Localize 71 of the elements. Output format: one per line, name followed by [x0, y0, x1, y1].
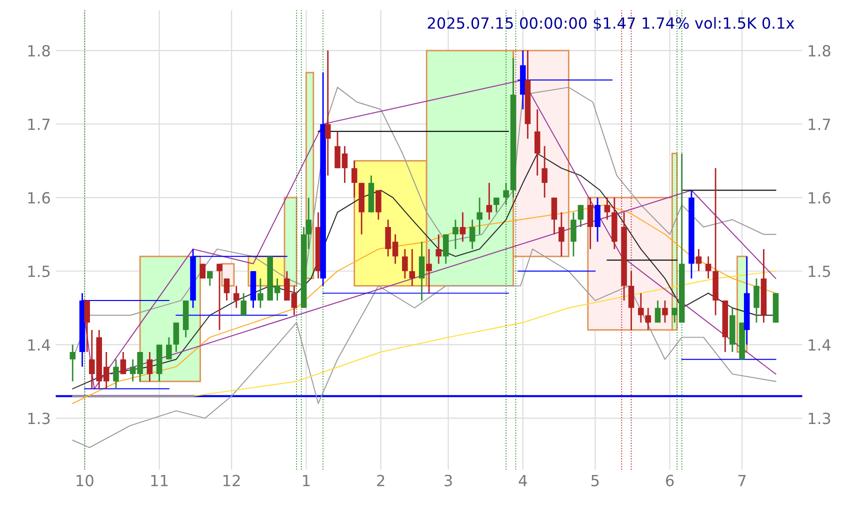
candlestick — [494, 196, 500, 213]
candlestick — [578, 204, 584, 228]
x-tick-label: 3 — [444, 474, 452, 486]
candlestick — [645, 307, 652, 331]
candlestick — [604, 196, 610, 220]
y-tick-label: 1.6 — [28, 192, 50, 204]
candlestick — [696, 248, 702, 272]
x-tick-label: 11 — [151, 474, 168, 486]
x-tick-label: 10 — [76, 474, 94, 486]
y2-tick-label: 1.6 — [808, 192, 830, 204]
y-tick-label: 1.5 — [28, 266, 50, 278]
x-tick-label: 5 — [591, 474, 599, 486]
candlestick — [146, 351, 153, 382]
candlestick — [638, 292, 644, 324]
x-tick-label: 4 — [518, 474, 527, 486]
x-tick-label: 6 — [666, 474, 674, 486]
y2-tick-label: 1.4 — [808, 339, 831, 350]
x-tick-label: 12 — [224, 474, 240, 486]
candlestick — [486, 182, 492, 220]
candlestick — [534, 108, 540, 176]
candlestick — [376, 190, 382, 220]
candlestick — [460, 212, 466, 242]
candlestick — [324, 50, 331, 176]
x-tick-label: 2 — [377, 474, 384, 486]
candlestick — [542, 145, 548, 198]
y-tick-label: 1.4 — [28, 339, 50, 350]
line-series — [72, 270, 776, 397]
y2-tick-label: 1.7 — [808, 118, 830, 130]
candlestick — [84, 300, 90, 353]
y-tick-label: 1.8 — [28, 45, 50, 57]
y-tick-label: 1.7 — [28, 118, 50, 130]
candlestick — [402, 248, 408, 280]
x-tick-label: 1 — [303, 474, 310, 486]
candlestick — [418, 241, 425, 302]
candlestick — [240, 292, 246, 316]
candlestick — [587, 196, 594, 250]
candlestick — [654, 300, 661, 324]
candlestick — [173, 322, 180, 353]
candlestick — [436, 234, 442, 264]
candlestick — [754, 278, 760, 324]
x-tick-label: 7 — [738, 474, 746, 486]
candlestick — [120, 351, 126, 375]
line-series — [72, 248, 776, 448]
candlestick — [662, 300, 668, 324]
candlestick — [113, 358, 119, 390]
candlestick — [216, 263, 222, 331]
candlestick — [469, 218, 476, 250]
chart-title: 2025.07.15 00:00:00 $1.47 1.74% vol:1.5K 0.1x — [428, 16, 794, 31]
candlestick — [594, 196, 600, 242]
candlestick — [166, 336, 172, 360]
candlestick — [476, 196, 482, 236]
line-series — [72, 204, 776, 404]
candlestick — [551, 196, 558, 236]
y2-tick-label: 1.5 — [808, 266, 830, 278]
candlestick — [705, 256, 712, 280]
candlestick — [409, 248, 416, 287]
candlestick — [558, 212, 564, 258]
candlestick — [70, 344, 76, 382]
candlestick — [442, 234, 449, 264]
candlestick — [233, 285, 240, 309]
y-tick-label: 1.3 — [28, 412, 50, 424]
candlestick — [200, 263, 206, 280]
candlestick — [258, 278, 264, 309]
candlestick — [570, 212, 576, 258]
y2-tick-label: 1.3 — [808, 412, 830, 424]
candlestick — [224, 278, 230, 302]
candlestick — [206, 270, 213, 287]
y2-tick-label: 1.8 — [808, 45, 830, 57]
candlestick — [426, 248, 432, 294]
candlestick — [351, 160, 358, 198]
candlestick — [452, 218, 458, 250]
